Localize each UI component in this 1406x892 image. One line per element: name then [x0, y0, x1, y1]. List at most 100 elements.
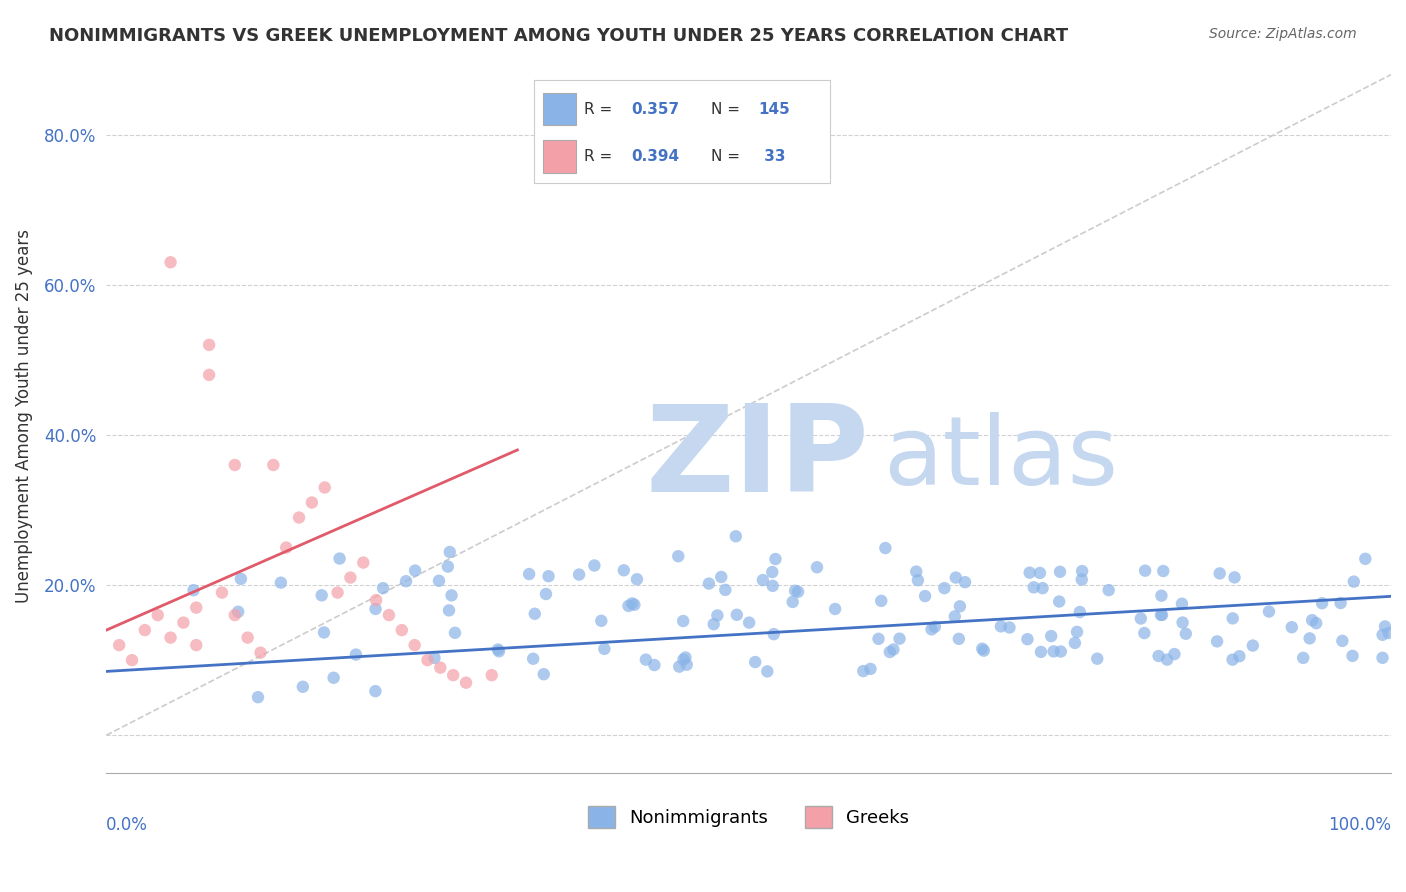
Text: ZIP: ZIP	[645, 401, 870, 517]
Point	[183, 583, 205, 598]
Point	[697, 576, 720, 591]
Point	[1222, 653, 1244, 667]
Point	[523, 607, 546, 621]
Point	[1133, 626, 1156, 640]
Point	[429, 660, 451, 674]
Point	[224, 458, 246, 472]
Point	[756, 665, 779, 679]
Point	[444, 625, 467, 640]
Point	[703, 617, 725, 632]
Point	[1066, 624, 1088, 639]
Point	[371, 581, 394, 595]
Point	[675, 657, 697, 672]
Point	[1150, 589, 1173, 603]
Point	[1354, 551, 1376, 566]
Text: 0.0%: 0.0%	[107, 815, 148, 833]
Point	[1374, 619, 1396, 633]
Point	[1029, 566, 1052, 580]
Point	[488, 644, 510, 658]
Point	[423, 651, 446, 665]
Point	[943, 609, 966, 624]
Point	[675, 650, 697, 665]
Point	[229, 572, 252, 586]
Point	[486, 642, 509, 657]
Text: R =: R =	[585, 102, 617, 117]
Point	[1258, 605, 1281, 619]
Point	[1029, 645, 1052, 659]
Point	[146, 608, 169, 623]
Point	[1171, 615, 1194, 630]
Point	[427, 574, 450, 588]
Point	[593, 641, 616, 656]
Point	[706, 608, 728, 623]
Point	[1222, 611, 1244, 625]
Point	[870, 594, 893, 608]
Point	[1371, 650, 1393, 665]
Text: 145: 145	[759, 102, 790, 117]
Point	[824, 602, 846, 616]
Point	[395, 574, 418, 589]
Point	[724, 529, 747, 543]
Point	[134, 623, 156, 637]
Point	[1129, 611, 1152, 625]
Point	[882, 642, 904, 657]
Point	[859, 662, 882, 676]
Point	[276, 541, 298, 555]
Point	[953, 575, 976, 590]
Legend: Nonimmigrants, Greeks: Nonimmigrants, Greeks	[581, 798, 917, 835]
Point	[907, 573, 929, 587]
Point	[159, 631, 181, 645]
Point	[668, 659, 690, 673]
Point	[1329, 596, 1351, 610]
Point	[934, 581, 956, 595]
Point	[714, 582, 737, 597]
Point	[761, 565, 783, 579]
Point	[634, 652, 657, 666]
Text: 33: 33	[759, 149, 785, 164]
Point	[949, 599, 972, 614]
Text: Source: ZipAtlas.com: Source: ZipAtlas.com	[1209, 27, 1357, 41]
Point	[1163, 647, 1185, 661]
Point	[441, 668, 464, 682]
Point	[613, 563, 636, 577]
Point	[404, 638, 426, 652]
Point	[990, 619, 1012, 633]
Point	[1208, 566, 1230, 581]
Point	[1022, 580, 1045, 594]
Text: 0.357: 0.357	[631, 102, 681, 117]
Text: 0.394: 0.394	[631, 149, 681, 164]
Point	[785, 583, 807, 598]
Point	[437, 559, 460, 574]
Point	[416, 653, 439, 667]
Point	[481, 668, 503, 682]
Point	[246, 690, 269, 705]
Point	[198, 338, 221, 352]
Point	[1341, 648, 1364, 663]
Point	[583, 558, 606, 573]
Point	[339, 570, 361, 584]
Point	[236, 631, 259, 645]
Point	[288, 510, 311, 524]
Point	[1150, 607, 1173, 622]
Point	[186, 600, 208, 615]
Point	[226, 605, 249, 619]
Point	[710, 570, 733, 584]
Point	[378, 608, 401, 623]
Point	[752, 573, 775, 587]
Point	[787, 584, 810, 599]
Point	[852, 664, 875, 678]
Point	[672, 652, 695, 666]
Point	[889, 632, 911, 646]
Point	[533, 667, 555, 681]
Point	[972, 641, 994, 656]
Text: atlas: atlas	[883, 412, 1119, 506]
Point	[762, 627, 785, 641]
Point	[159, 255, 181, 269]
Y-axis label: Unemployment Among Youth under 25 years: Unemployment Among Youth under 25 years	[15, 229, 32, 603]
Point	[998, 620, 1021, 634]
FancyBboxPatch shape	[543, 140, 575, 173]
Point	[291, 680, 314, 694]
Point	[326, 585, 349, 599]
Point	[875, 541, 897, 555]
Point	[1378, 626, 1400, 640]
